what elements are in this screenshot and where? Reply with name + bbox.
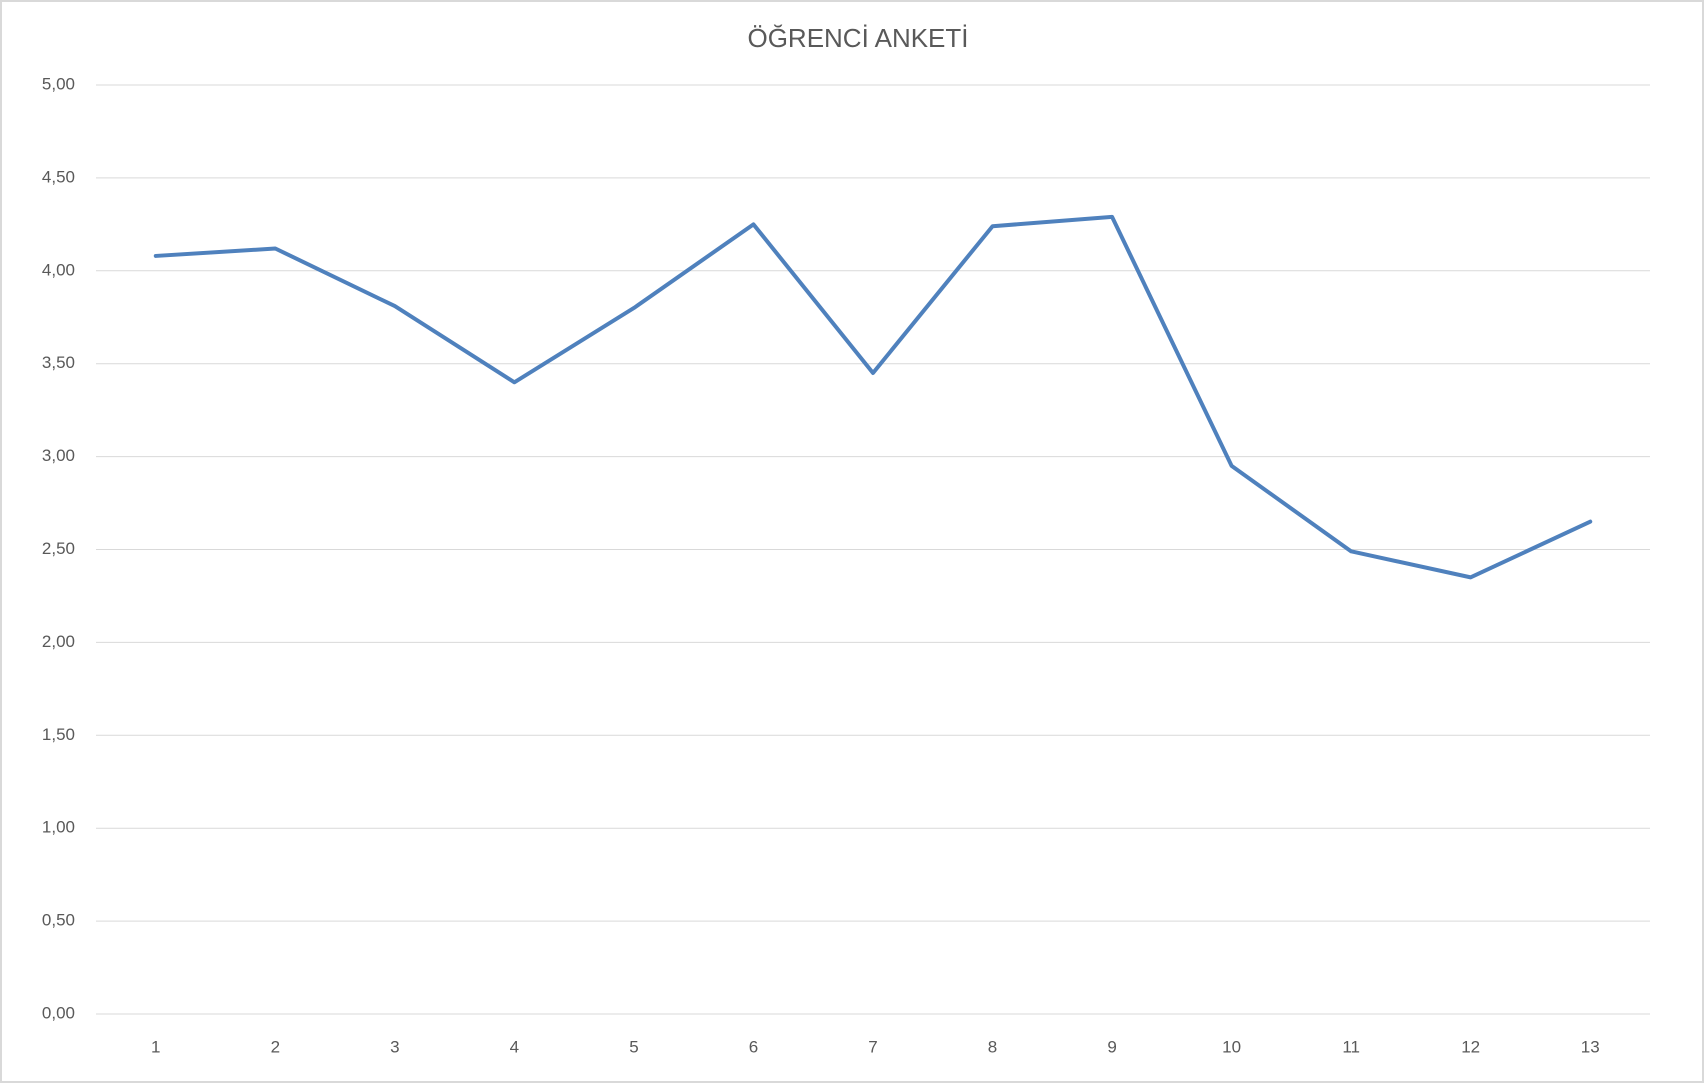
y-tick-label: 4,50	[42, 167, 75, 186]
y-tick-label: 5,00	[42, 74, 75, 93]
x-tick-label: 13	[1581, 1037, 1600, 1056]
x-tick-label: 7	[868, 1037, 877, 1056]
x-tick-label: 10	[1222, 1037, 1241, 1056]
x-tick-label: 6	[749, 1037, 758, 1056]
y-tick-label: 0,00	[42, 1003, 75, 1022]
y-tick-label: 0,50	[42, 911, 75, 930]
x-tick-label: 12	[1461, 1037, 1480, 1056]
y-tick-label: 3,00	[42, 446, 75, 465]
y-tick-label: 2,00	[42, 632, 75, 651]
data-line	[153, 214, 1593, 580]
x-tick-label: 3	[390, 1037, 399, 1056]
y-tick-label: 2,50	[42, 539, 75, 558]
y-tick-label: 4,00	[42, 260, 75, 279]
y-tick-label: 1,00	[42, 818, 75, 837]
x-tick-label: 9	[1107, 1037, 1116, 1056]
x-tick-label: 8	[988, 1037, 997, 1056]
x-tick-label: 1	[151, 1037, 160, 1056]
chart-title: ÖĞRENCİ ANKETİ	[747, 23, 968, 53]
x-tick-label: 11	[1342, 1037, 1360, 1056]
y-tick-label: 3,50	[42, 353, 75, 372]
x-tick-label: 5	[629, 1037, 638, 1056]
x-tick-label: 4	[510, 1037, 519, 1056]
y-tick-label: 1,50	[42, 725, 75, 744]
x-tick-label: 2	[271, 1037, 280, 1056]
